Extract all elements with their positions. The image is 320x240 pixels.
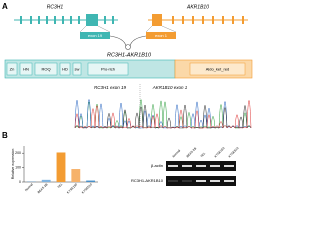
chromatogram-label: AKR1B10 exon 1 [152, 85, 188, 90]
zoom-line [161, 25, 177, 33]
fusion-label: RC3H1-AKR1B10 [107, 52, 152, 58]
band [196, 165, 206, 167]
domain [34, 62, 58, 76]
exon [152, 14, 162, 26]
x-tick-label: KYSE510 [81, 182, 93, 194]
domain-label: Aldo_ket_red [206, 67, 230, 72]
exon [46, 16, 48, 24]
exon [38, 16, 40, 24]
exon [242, 16, 244, 24]
gene-label: RC3H1 [47, 4, 64, 10]
lane-label: BEAS-2B [185, 146, 197, 158]
lane-label: KYSE510 [227, 146, 239, 158]
chromatogram-label: RC3H1 exon 19 [94, 85, 127, 90]
trace [74, 99, 252, 129]
bar [86, 180, 96, 182]
gene-label: AKR1B10 [186, 4, 209, 10]
bar [71, 169, 81, 182]
domain-label: Pro-rich [101, 67, 115, 72]
exon-box [146, 32, 176, 39]
zoom-line [97, 25, 111, 33]
exon [202, 16, 204, 24]
band [182, 165, 192, 167]
exon [78, 16, 80, 24]
x-tick-label: BEAS-2B [37, 182, 49, 194]
panel-label: A [2, 2, 8, 11]
band [210, 180, 220, 182]
band [168, 165, 178, 167]
domain [59, 62, 71, 76]
gel: Normal BEAS-2B TE1 KYSE150 KYSE510 β-actin RC3… [131, 146, 240, 186]
exon [104, 16, 106, 24]
band [210, 165, 220, 167]
domain [19, 62, 33, 76]
row-label: RC3H1-AKR1B10 [131, 178, 164, 183]
exon [222, 16, 224, 24]
exon [192, 16, 194, 24]
lane-label: KYSE150 [213, 146, 225, 158]
band [182, 180, 192, 182]
y-tick-label: 100 [15, 166, 21, 170]
exon [30, 16, 32, 24]
exon [232, 16, 234, 24]
bar [56, 152, 66, 182]
exon [172, 16, 174, 24]
row-label: β-actin [151, 163, 163, 168]
band [168, 180, 178, 182]
panel-label: B [2, 131, 8, 140]
exon [54, 16, 56, 24]
exon [20, 16, 22, 24]
domain-label: HN [23, 67, 29, 72]
exon [86, 14, 98, 26]
exon [70, 16, 72, 24]
zoom-line [145, 25, 153, 33]
domain [6, 62, 18, 76]
domain-label: sw [75, 67, 80, 72]
exon [62, 16, 64, 24]
domain-label: ROQ [41, 67, 50, 72]
x-tick-label: TE1 [57, 182, 64, 189]
junction [125, 44, 131, 50]
exon-label: exon 1 [155, 33, 168, 38]
x-tick-label: KYSE150 [66, 182, 78, 194]
exon [212, 16, 214, 24]
domains: Zn HN ROQ HD sw Pro-rich Aldo_ket_red [6, 62, 246, 76]
lane-label: Normal [171, 148, 181, 158]
domain [72, 62, 82, 76]
chromatogram [74, 99, 252, 129]
y-axis-label: Relative expression [11, 149, 15, 180]
exon-label: exon 19 [88, 33, 103, 38]
exon [182, 16, 184, 24]
exon-box [80, 32, 110, 39]
domain-label: HD [62, 67, 68, 72]
x-tick-label: Normal [24, 182, 34, 192]
domain-label: Zn [10, 67, 15, 72]
band [196, 180, 206, 182]
domain [87, 62, 129, 76]
trace [74, 100, 252, 129]
band [224, 180, 234, 182]
exon [112, 16, 114, 24]
y-tick-label: 200 [15, 151, 21, 155]
band [224, 165, 234, 167]
y-tick-label: 0 [19, 180, 21, 184]
domain [189, 62, 246, 76]
lane-label: TE1 [199, 151, 206, 158]
fusion-arrow [109, 35, 147, 47]
zoom-line [79, 25, 87, 33]
figure: A RC3H1 AKR1B10 exon 19 exon 1 RC3H1-AKR… [2, 2, 253, 194]
bar [41, 179, 51, 182]
